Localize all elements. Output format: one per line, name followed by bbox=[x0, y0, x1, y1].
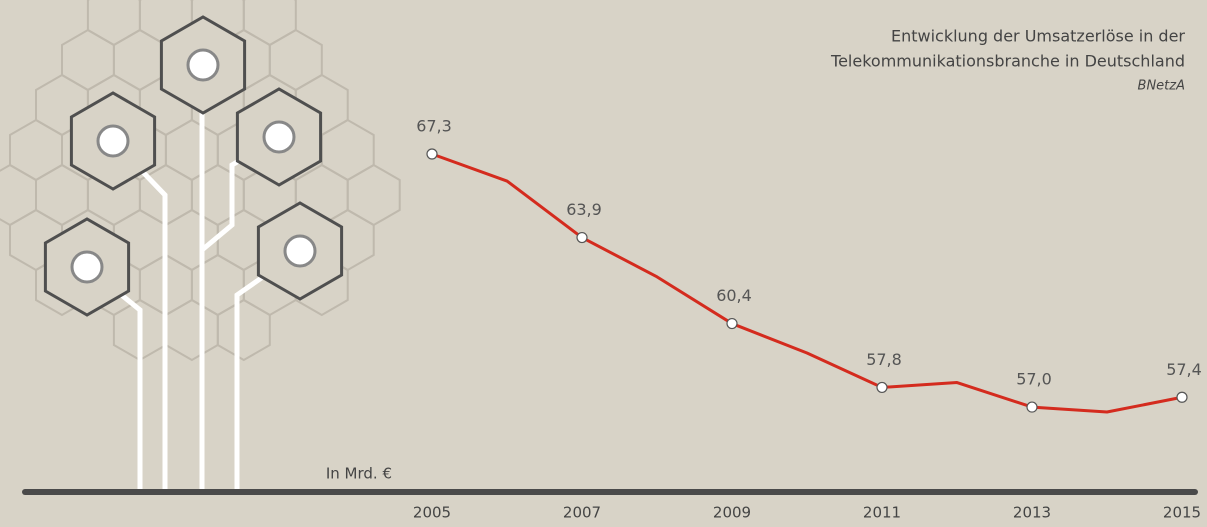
x-tick-label: 2009 bbox=[713, 504, 751, 522]
data-point bbox=[577, 233, 587, 243]
node-circle bbox=[98, 126, 128, 156]
node-circle bbox=[188, 50, 218, 80]
x-tick-label: 2015 bbox=[1163, 504, 1201, 522]
data-label: 57,8 bbox=[866, 350, 902, 369]
page: Entwicklung der Umsatzerlöse in der Tele… bbox=[0, 0, 1207, 527]
data-point bbox=[727, 319, 737, 329]
data-label: 67,3 bbox=[416, 117, 452, 136]
data-point bbox=[427, 149, 437, 159]
chart-title: Telekommunikationsbranche in Deutschland bbox=[830, 52, 1185, 71]
data-point bbox=[877, 382, 887, 392]
y-axis-label: In Mrd. € bbox=[326, 465, 392, 483]
data-label: 60,4 bbox=[716, 286, 752, 305]
x-tick-label: 2011 bbox=[863, 504, 901, 522]
node-circle bbox=[285, 236, 315, 266]
x-tick-label: 2013 bbox=[1013, 504, 1051, 522]
data-point bbox=[1177, 392, 1187, 402]
chart: Entwicklung der Umsatzerlöse in der Tele… bbox=[0, 0, 1207, 527]
data-point bbox=[1027, 402, 1037, 412]
chart-title: Entwicklung der Umsatzerlöse in der bbox=[891, 27, 1185, 46]
data-label: 57,4 bbox=[1166, 360, 1202, 379]
x-tick-label: 2007 bbox=[563, 504, 601, 522]
data-label: 63,9 bbox=[566, 200, 602, 219]
x-tick-label: 2005 bbox=[413, 504, 451, 522]
node-circle bbox=[264, 122, 294, 152]
x-axis-line bbox=[22, 489, 1198, 495]
node-circle bbox=[72, 252, 102, 282]
data-label: 57,0 bbox=[1016, 370, 1052, 389]
chart-source: BNetzA bbox=[1138, 79, 1185, 94]
